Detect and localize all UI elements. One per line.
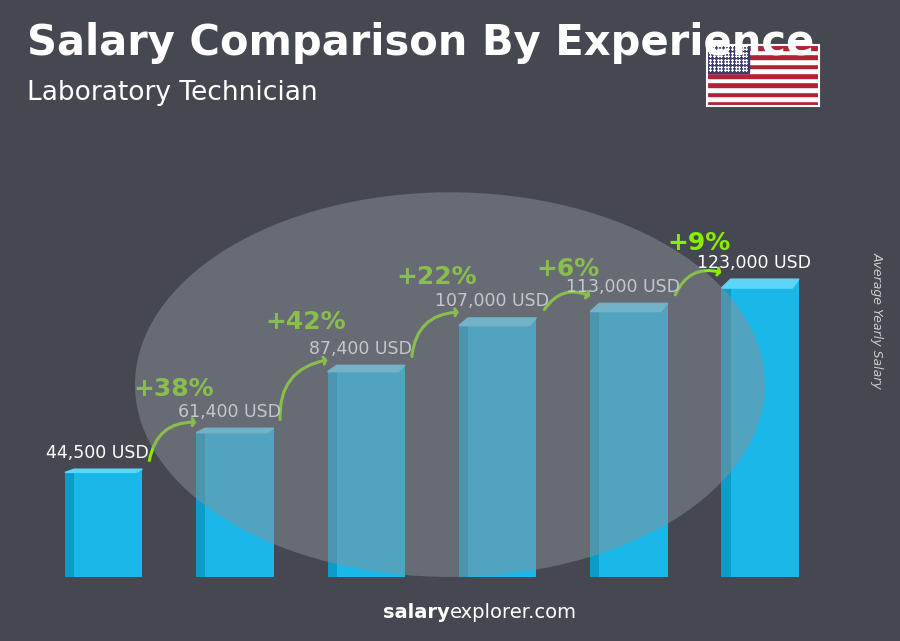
Text: Salary Comparison By Experience: Salary Comparison By Experience (27, 22, 814, 65)
Bar (706, 92, 819, 96)
Bar (205, 428, 274, 577)
Polygon shape (590, 303, 668, 312)
Text: Average Yearly Salary: Average Yearly Salary (871, 252, 884, 389)
Bar (706, 59, 819, 63)
Polygon shape (722, 279, 799, 288)
Polygon shape (459, 318, 536, 326)
Text: 44,500 USD: 44,500 USD (46, 444, 149, 462)
Bar (468, 318, 536, 577)
Text: +38%: +38% (133, 377, 214, 401)
Text: 123,000 USD: 123,000 USD (698, 254, 811, 272)
Polygon shape (65, 469, 142, 472)
Text: +42%: +42% (265, 310, 346, 334)
Polygon shape (328, 365, 405, 372)
Bar (599, 303, 668, 577)
Bar (459, 326, 468, 577)
Bar (706, 78, 819, 82)
Text: +22%: +22% (396, 265, 477, 289)
Text: +9%: +9% (668, 231, 731, 254)
Bar (706, 73, 819, 78)
Polygon shape (196, 428, 274, 433)
Bar (337, 365, 405, 577)
Bar (706, 101, 819, 106)
Bar (328, 372, 337, 577)
Text: 107,000 USD: 107,000 USD (435, 292, 549, 310)
Text: 87,400 USD: 87,400 USD (309, 340, 412, 358)
Bar (706, 82, 819, 87)
Bar (706, 45, 819, 49)
Bar (65, 472, 74, 577)
Bar (706, 63, 819, 69)
Bar (706, 69, 819, 73)
Bar (706, 96, 819, 101)
Text: salary: salary (383, 603, 450, 622)
Text: 113,000 USD: 113,000 USD (566, 278, 680, 296)
Bar (706, 54, 819, 59)
Bar (196, 433, 205, 577)
Bar (706, 49, 819, 54)
Text: Laboratory Technician: Laboratory Technician (27, 80, 318, 106)
Bar (590, 312, 599, 577)
Bar (706, 45, 749, 73)
Bar (706, 87, 819, 92)
Text: explorer.com: explorer.com (450, 603, 577, 622)
Bar (731, 279, 799, 577)
Text: 61,400 USD: 61,400 USD (177, 403, 281, 421)
Bar (722, 288, 731, 577)
Text: +6%: +6% (536, 256, 599, 281)
Bar (74, 469, 142, 577)
